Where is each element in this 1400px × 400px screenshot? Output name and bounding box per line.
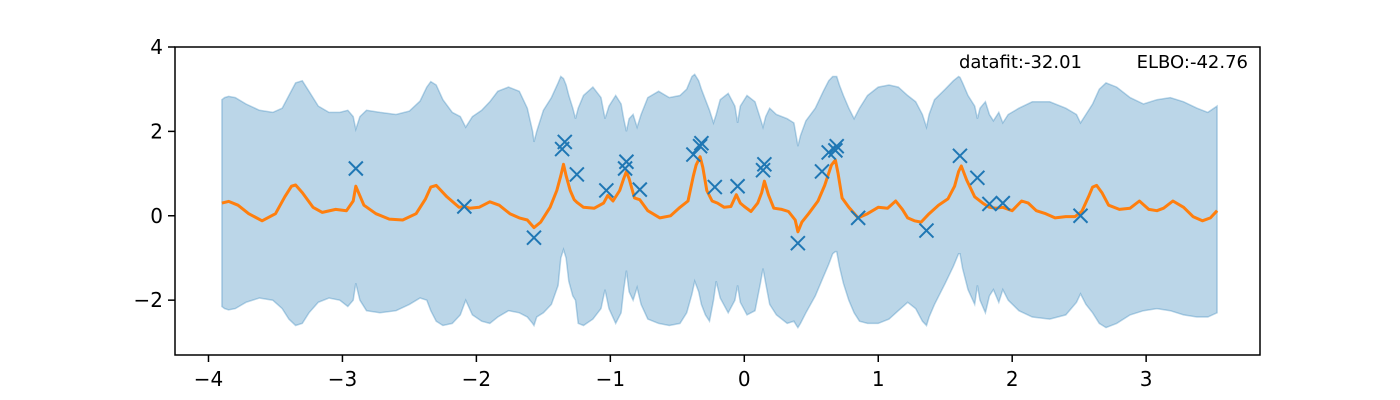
data-point-marker: [348, 160, 364, 177]
x-tick-label: −3: [328, 367, 357, 391]
y-tick-label: 0: [150, 204, 163, 228]
x-axis: −4 −3 −2 −1 0 1 2 3: [194, 355, 1153, 391]
x-tick-label: 3: [1140, 367, 1153, 391]
data-point-marker: [598, 182, 615, 199]
datafit-annotation: datafit:-32.01: [959, 52, 1082, 73]
confidence-band: [221, 73, 1218, 329]
x-tick-label: 0: [738, 367, 751, 391]
data-point-marker: [456, 198, 473, 215]
y-tick-label: 4: [150, 35, 163, 59]
x-tick-label: −1: [596, 367, 625, 391]
plot-frame: [174, 46, 1261, 356]
y-tick-label: −2: [134, 288, 163, 312]
y-axis: −2 0 2 4: [134, 35, 175, 312]
data-point-marker: [692, 138, 708, 154]
data-point-marker: [729, 178, 746, 194]
data-point-marker: [557, 134, 573, 150]
x-tick-label: 1: [872, 367, 885, 391]
predictive-mean-line: [221, 155, 1219, 234]
data-point-marker: [981, 196, 998, 212]
data-point-marker: [526, 229, 542, 246]
data-point-marker: [756, 156, 773, 173]
x-tick-label: −2: [462, 367, 491, 391]
y-tick-label: 2: [150, 119, 163, 143]
data-point-marker: [918, 222, 935, 239]
x-tick-label: 2: [1006, 367, 1019, 391]
data-point-marker: [790, 235, 806, 251]
data-point-marker: [969, 170, 986, 186]
data-point-marker: [685, 146, 702, 163]
data-point-marker: [569, 166, 585, 183]
data-point-marker: [829, 138, 845, 154]
elbo-annotation: ELBO:-42.76: [1137, 52, 1248, 73]
data-point-marker: [618, 154, 635, 170]
data-point-marker: [995, 195, 1011, 211]
data-point-marker: [707, 179, 723, 195]
x-tick-label: −4: [194, 367, 223, 391]
data-point-marker: [632, 181, 648, 198]
data-point-marker: [850, 210, 866, 226]
observed-points: [348, 134, 1089, 251]
data-point-marker: [1072, 208, 1089, 224]
data-point-marker: [814, 163, 830, 180]
data-point-marker: [755, 162, 771, 178]
data-point-marker: [827, 142, 844, 159]
data-point-marker: [693, 135, 710, 151]
data-point-marker: [952, 148, 968, 164]
